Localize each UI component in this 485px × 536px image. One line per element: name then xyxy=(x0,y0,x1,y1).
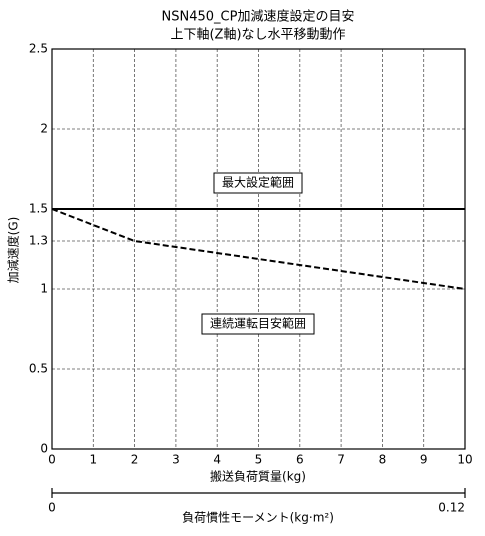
y-axis-label: 加減速度(G) xyxy=(6,217,21,284)
annotation-box xyxy=(201,313,315,335)
y-tick-label: 2.5 xyxy=(29,42,48,56)
annotation: 最大設定範囲 xyxy=(222,175,294,190)
data-line xyxy=(51,208,466,290)
y-tick-label: 1.3 xyxy=(29,234,48,248)
x-tick-label: 0 xyxy=(48,453,56,467)
x2-tick-label: 0.12 xyxy=(438,501,465,515)
x-tick-label: 6 xyxy=(296,453,304,467)
plot-frame xyxy=(51,48,466,450)
y-tick-label: 1 xyxy=(40,282,48,296)
x-tick-label: 7 xyxy=(337,453,345,467)
x-axis-label: 搬送負荷質量(kg) xyxy=(210,469,306,484)
x-tick-label: 5 xyxy=(255,453,263,467)
x-tick-label: 4 xyxy=(213,453,221,467)
x2-axis-label: 負荷慣性モーメント(kg·m²) xyxy=(182,510,334,525)
y-tick-label: 1.5 xyxy=(29,202,48,216)
x-tick-label: 8 xyxy=(379,453,387,467)
y-tick-label: 2 xyxy=(40,122,48,136)
x2-tick-label: 0 xyxy=(48,501,56,515)
chart-subtitle: 上下軸(Z軸)なし水平移動動作 xyxy=(170,28,345,43)
x-tick-label: 2 xyxy=(131,453,139,467)
x-tick-label: 9 xyxy=(420,453,428,467)
x-tick-label: 1 xyxy=(89,453,97,467)
x-tick-label: 3 xyxy=(172,453,180,467)
y-tick-label: 0 xyxy=(40,442,48,456)
annotation: 連続運転目安範囲 xyxy=(210,316,306,331)
y-tick-label: 0.5 xyxy=(29,362,48,376)
x-tick-label: 10 xyxy=(457,453,472,467)
annotation-box xyxy=(213,172,303,194)
chart-title: NSN450_CP加減速度設定の目安 xyxy=(162,9,355,25)
